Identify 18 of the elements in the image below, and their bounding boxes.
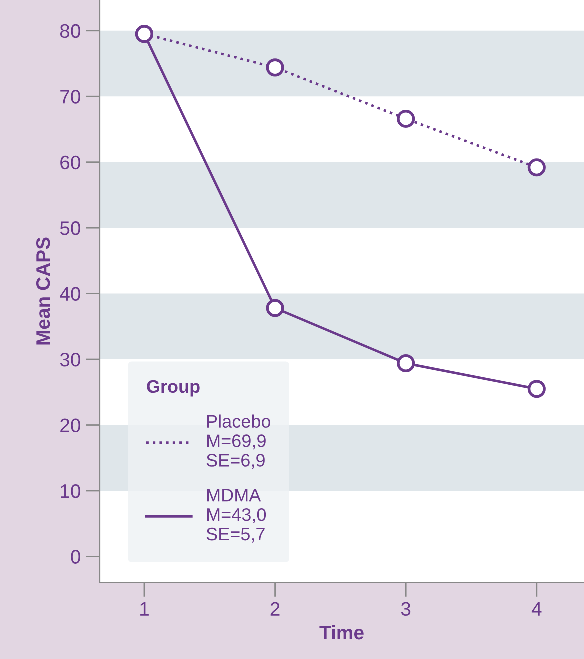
x-axis-title: Time [320,625,364,640]
y-tick-label: 10 [61,484,80,498]
y-tick-label: 30 [60,352,80,367]
y-tick-label: 20 [60,418,80,432]
x-tick-label: 1 [140,602,149,616]
y-tick-label: 0 [71,550,80,564]
y-tick-label: 70 [60,90,80,104]
y-tick-label: 80 [60,24,80,38]
x-tick-label: 2 [270,602,280,616]
x-tick-label: 4 [532,602,542,616]
y-axis-title: Mean CAPS [36,238,50,345]
legend-label: Placebo M=69,9 SE=6,9 [206,414,271,470]
y-tick-label: 40 [60,287,80,302]
legend-title: Group [147,380,200,397]
x-tick-label: 3 [401,602,411,616]
y-tick-label: 60 [60,156,80,170]
legend-label: MDMA M=43,0 SE=5,7 [206,489,266,543]
y-tick-label: 50 [60,222,80,236]
